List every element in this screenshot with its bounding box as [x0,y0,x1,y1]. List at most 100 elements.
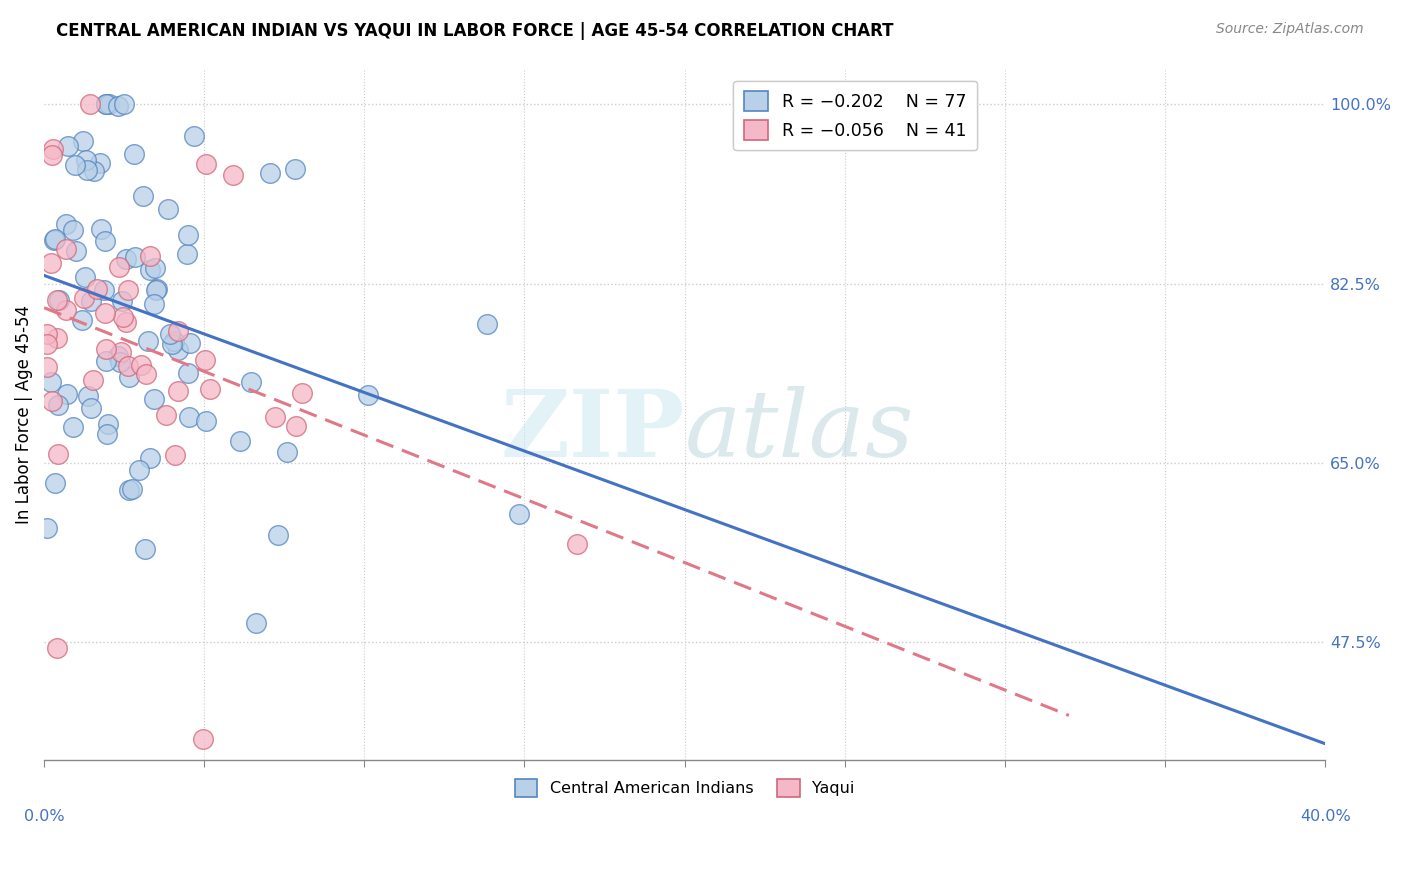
Point [276,444,298,458]
Point [245,615,267,630]
Point [45,331,67,345]
Point [179,336,201,351]
Point [143,297,166,311]
Point [134,542,156,557]
Text: atlas: atlas [685,386,914,476]
Point [41,394,63,409]
Point [162,336,184,351]
Point [80,401,103,415]
Point [39,255,62,269]
Point [177,410,200,425]
Point [191,732,214,747]
Legend: R = −0.202    N = 77, R = −0.056    N = 41: R = −0.202 N = 77, R = −0.056 N = 41 [734,80,977,150]
Point [264,409,287,424]
Point [107,349,129,363]
Point [284,161,307,176]
Point [62,222,84,236]
Point [48,447,70,461]
Point [70,312,93,326]
Point [82,373,104,387]
Point [142,392,165,406]
Point [129,359,152,373]
Point [46,640,69,655]
Point [128,463,150,477]
Point [83,164,105,178]
Point [177,228,200,243]
Point [121,482,143,496]
Text: 0.0%: 0.0% [24,809,65,824]
Point [75,153,97,168]
Point [145,283,167,297]
Point [93,235,115,249]
Point [157,202,180,216]
Point [41,142,63,156]
Point [76,162,98,177]
Point [94,97,117,112]
Point [565,537,588,551]
Point [167,324,190,338]
Point [112,97,135,112]
Point [89,156,111,170]
Point [118,483,141,497]
Point [65,244,87,259]
Point [97,97,120,112]
Point [475,317,498,331]
Point [166,384,188,398]
Point [291,386,314,401]
Point [86,282,108,296]
Point [55,242,77,256]
Point [55,218,77,232]
Point [221,168,243,182]
Point [166,343,188,357]
Point [46,398,69,412]
Point [96,354,118,368]
Point [72,291,94,305]
Point [108,260,131,275]
Text: ZIP: ZIP [501,386,685,476]
Point [162,334,184,349]
Point [45,293,67,307]
Point [177,366,200,380]
Point [195,157,218,171]
Point [194,414,217,428]
Point [183,129,205,144]
Point [73,269,96,284]
Point [93,283,115,297]
Point [118,369,141,384]
Point [97,417,120,432]
Point [96,97,118,112]
Point [159,326,181,341]
Point [198,382,221,396]
Text: Source: ZipAtlas.com: Source: ZipAtlas.com [1216,22,1364,37]
Point [259,166,281,180]
Point [37,359,59,374]
Point [240,376,263,390]
Point [285,418,308,433]
Point [80,293,103,308]
Point [115,252,138,267]
Point [139,263,162,277]
Point [37,327,59,342]
Point [117,283,139,297]
Point [229,434,252,448]
Point [44,232,66,246]
Point [37,337,59,351]
Point [124,250,146,264]
Point [44,476,66,491]
Point [110,345,132,359]
Point [176,246,198,260]
Point [508,507,530,521]
Point [90,221,112,235]
Point [41,148,63,162]
Point [72,134,94,148]
Text: 40.0%: 40.0% [1299,809,1351,824]
Point [62,420,84,434]
Y-axis label: In Labor Force | Age 45-54: In Labor Force | Age 45-54 [15,304,32,524]
Point [122,147,145,161]
Point [111,294,134,309]
Point [115,315,138,329]
Point [79,97,101,112]
Point [37,520,59,534]
Point [110,355,132,369]
Point [58,139,80,153]
